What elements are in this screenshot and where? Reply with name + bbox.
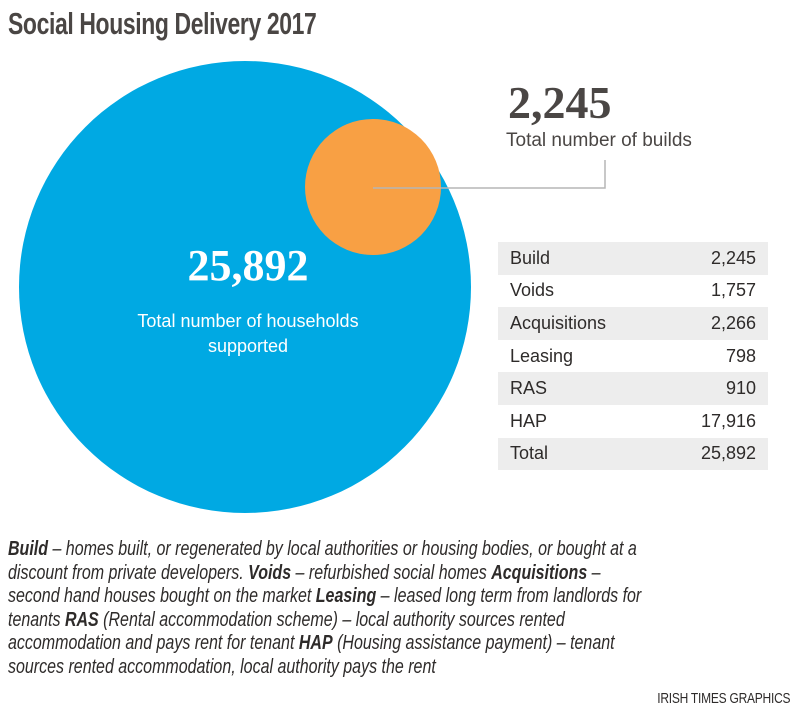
footnote-term: Voids xyxy=(248,561,292,584)
chart-title: Social Housing Delivery 2017 xyxy=(8,6,317,41)
footnote-text: accommodation and pays rent for tenant xyxy=(8,632,299,654)
footnote-text: sources rented accommodation, local auth… xyxy=(8,655,436,678)
table-row: Total 25,892 xyxy=(498,437,768,471)
footnote-line: discount from private developers. Voids … xyxy=(8,562,776,586)
builds-label: Total number of builds xyxy=(506,130,692,151)
footnote: Build – homes built, or regenerated by l… xyxy=(8,538,776,679)
table-row: Leasing 798 xyxy=(498,340,768,373)
table-row: HAP 17,916 xyxy=(498,405,768,438)
footnote-term: Build xyxy=(8,538,48,560)
bubble-chart xyxy=(19,61,606,513)
footnote-text: – refurbished social homes xyxy=(291,561,492,584)
households-label: Total number of households supported xyxy=(0,309,496,359)
footnote-text: tenants xyxy=(8,608,65,631)
row-label: HAP xyxy=(510,410,548,431)
row-label: Total xyxy=(510,443,549,464)
footnote-term: RAS xyxy=(64,608,99,631)
footnote-line: tenants RAS (Rental accommodation scheme… xyxy=(8,609,776,633)
footnote-term: HAP xyxy=(298,632,333,654)
credit: IRISH TIMES GRAPHICS xyxy=(656,690,790,707)
footnote-text: – xyxy=(587,561,601,584)
row-value: 2,266 xyxy=(710,312,756,333)
footnote-text: (Housing assistance payment) – tenant xyxy=(332,632,615,654)
footnote-text: – homes built, or regenerated by local a… xyxy=(48,538,637,560)
footnote-text: second hand houses bought on the market xyxy=(8,585,316,607)
footnote-line: accommodation and pays rent for tenant H… xyxy=(8,632,776,656)
row-label: Build xyxy=(510,247,551,268)
row-value: 25,892 xyxy=(700,443,756,464)
builds-bubble xyxy=(305,119,441,255)
row-label: Acquisitions xyxy=(510,312,607,333)
row-value: 17,916 xyxy=(700,410,756,431)
table-row: Voids 1,757 xyxy=(498,275,768,308)
row-value: 910 xyxy=(725,378,756,399)
footnote-line: Build – homes built, or regenerated by l… xyxy=(8,538,776,562)
households-label-text: Total number of households supported xyxy=(137,311,359,356)
table-row: Build 2,245 xyxy=(498,242,768,275)
row-label: RAS xyxy=(510,378,548,399)
footnote-term: Acquisitions xyxy=(491,561,588,584)
table-row: Acquisitions 2,266 xyxy=(498,307,768,340)
row-value: 798 xyxy=(725,345,756,366)
row-label: Leasing xyxy=(510,345,574,366)
table-row: RAS 910 xyxy=(498,372,768,405)
row-value: 2,245 xyxy=(710,247,756,268)
row-label: Voids xyxy=(510,280,555,301)
households-value: 25,892 xyxy=(187,241,309,290)
footnote-line: sources rented accommodation, local auth… xyxy=(8,656,776,680)
footnote-text: discount from private developers. xyxy=(8,561,249,584)
footnote-term: Leasing xyxy=(315,585,377,607)
footnote-text: (Rental accommodation scheme) – local au… xyxy=(98,608,565,631)
data-table: Build 2,245 Voids 1,757 Acquisitions 2,266 Lea… xyxy=(498,242,768,471)
leader-line xyxy=(373,160,606,189)
row-value: 1,757 xyxy=(710,280,756,301)
footnote-text: – leased long term from landlords for xyxy=(376,585,642,607)
builds-value: 2,245 xyxy=(508,77,612,128)
footnote-line: second hand houses bought on the market … xyxy=(8,585,776,609)
